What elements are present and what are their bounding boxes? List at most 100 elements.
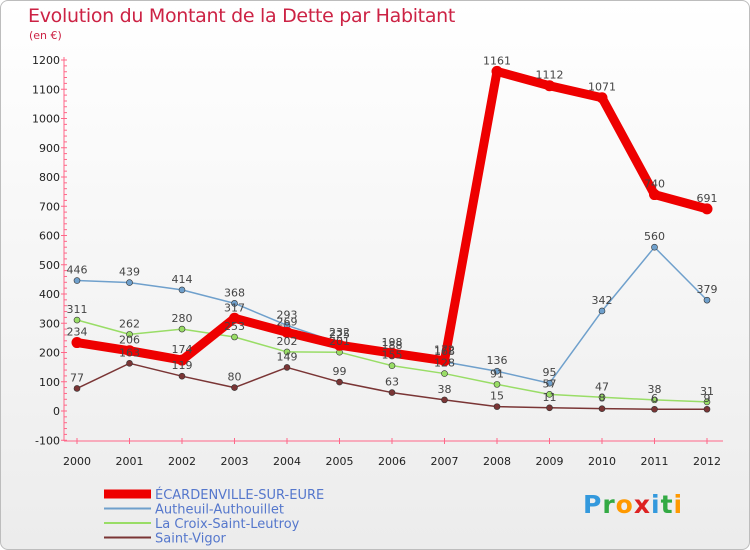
y-tick-label: 900 bbox=[39, 142, 60, 155]
data-label: 253 bbox=[224, 320, 245, 333]
data-label: 740 bbox=[644, 178, 665, 191]
data-point bbox=[596, 92, 608, 104]
data-point bbox=[493, 367, 501, 375]
y-tick-label: 700 bbox=[39, 200, 60, 213]
data-point bbox=[71, 337, 83, 349]
x-tick-label: 2003 bbox=[221, 455, 249, 468]
data-label: 47 bbox=[595, 380, 609, 393]
data-point bbox=[546, 391, 553, 398]
y-tick-label: 300 bbox=[39, 317, 60, 330]
x-tick-label: 2007 bbox=[431, 455, 459, 468]
data-label: 379 bbox=[697, 283, 718, 296]
data-label: 168 bbox=[434, 345, 455, 358]
x-tick-label: 2011 bbox=[641, 455, 669, 468]
data-point bbox=[388, 362, 396, 369]
data-point bbox=[73, 385, 81, 392]
logo-letter: o bbox=[615, 490, 634, 519]
data-label: 1071 bbox=[588, 81, 616, 94]
data-point bbox=[126, 331, 133, 338]
y-tick-label: 1100 bbox=[32, 83, 60, 96]
data-point bbox=[703, 405, 711, 413]
data-point bbox=[231, 300, 238, 307]
data-point bbox=[229, 312, 240, 324]
data-point bbox=[703, 296, 711, 304]
data-point bbox=[651, 405, 658, 413]
y-tick-label: -100 bbox=[35, 434, 60, 447]
data-label: 206 bbox=[119, 334, 140, 347]
data-label: 174 bbox=[172, 343, 193, 356]
data-point bbox=[493, 403, 501, 410]
data-label: 1161 bbox=[483, 54, 511, 67]
data-point bbox=[493, 381, 501, 388]
data-label: 446 bbox=[67, 264, 88, 277]
data-point bbox=[334, 339, 345, 351]
data-point bbox=[598, 393, 606, 401]
x-tick-label: 2009 bbox=[536, 455, 564, 468]
data-label: 1112 bbox=[536, 69, 564, 82]
legend-label: La Croix-Saint-Leutroy bbox=[155, 517, 300, 532]
data-point bbox=[126, 360, 133, 367]
logo-letter: i bbox=[651, 490, 661, 519]
data-label: 269 bbox=[277, 315, 298, 328]
data-label: 136 bbox=[487, 354, 508, 367]
data-point bbox=[336, 378, 343, 386]
data-point bbox=[73, 316, 81, 324]
data-point bbox=[703, 398, 711, 406]
data-point bbox=[598, 405, 606, 412]
y-tick-label: 100 bbox=[39, 376, 60, 389]
data-label: 11 bbox=[543, 391, 557, 404]
y-tick-label: 1200 bbox=[32, 54, 60, 67]
y-tick-label: 800 bbox=[39, 171, 60, 184]
data-label: 9 bbox=[704, 392, 711, 405]
data-point bbox=[283, 348, 291, 356]
proxiti-logo: Proxiti bbox=[583, 490, 683, 519]
data-label: 155 bbox=[382, 349, 403, 362]
data-point bbox=[388, 389, 396, 396]
data-label: 293 bbox=[277, 308, 298, 321]
data-point bbox=[178, 325, 186, 333]
data-label: 234 bbox=[67, 326, 88, 339]
y-tick-label: 600 bbox=[39, 230, 60, 243]
chart-unit-label: (en €) bbox=[29, 29, 62, 42]
y-tick-label: 1000 bbox=[32, 113, 60, 126]
chart-title: Evolution du Montant de la Dette par Hab… bbox=[28, 5, 456, 27]
logo-letter: t bbox=[660, 490, 674, 519]
data-label: 342 bbox=[592, 294, 613, 307]
data-label: 15 bbox=[490, 390, 504, 403]
data-label: 232 bbox=[329, 326, 350, 339]
data-point bbox=[439, 355, 450, 367]
data-point bbox=[281, 326, 293, 338]
data-label: 8 bbox=[599, 392, 606, 405]
data-label: 280 bbox=[172, 312, 193, 325]
data-label: 80 bbox=[228, 371, 242, 384]
data-point bbox=[178, 372, 186, 380]
data-point bbox=[546, 379, 553, 387]
logo-letter: i bbox=[673, 490, 684, 519]
data-label: 91 bbox=[490, 367, 504, 380]
data-label: 38 bbox=[438, 383, 452, 396]
data-label: 119 bbox=[172, 359, 193, 372]
data-point bbox=[441, 396, 448, 404]
data-label: 198 bbox=[382, 336, 403, 349]
data-point bbox=[176, 354, 188, 366]
data-point bbox=[231, 384, 238, 391]
data-label: 149 bbox=[277, 350, 298, 363]
data-point bbox=[651, 243, 658, 251]
data-label: 317 bbox=[224, 301, 245, 314]
data-label: 57 bbox=[543, 377, 557, 390]
data-label: 6 bbox=[651, 392, 658, 405]
x-tick-label: 2012 bbox=[693, 455, 721, 468]
data-label: 163 bbox=[119, 346, 140, 359]
data-label: 311 bbox=[67, 303, 88, 316]
data-point bbox=[649, 189, 660, 201]
data-label: 95 bbox=[543, 366, 557, 379]
data-label: 172 bbox=[434, 344, 455, 357]
x-tick-label: 2005 bbox=[326, 455, 354, 468]
data-label: 31 bbox=[700, 385, 714, 398]
data-point bbox=[441, 370, 448, 377]
data-point bbox=[491, 65, 503, 77]
data-label: 225 bbox=[329, 328, 350, 341]
data-label: 202 bbox=[277, 335, 298, 348]
